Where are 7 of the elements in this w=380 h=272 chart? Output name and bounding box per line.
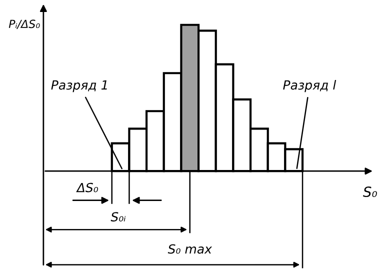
text: Pᵢ/ΔS₀ — [8, 20, 40, 29]
text: S₀ᵢ — [110, 212, 126, 222]
text: Разряд 1 — [51, 80, 107, 92]
text: ΔS₀ — [76, 182, 98, 192]
annotation: Разряд l — [283, 80, 336, 92]
x-axis-title: S₀ — [363, 186, 377, 198]
text: S₀ max — [168, 244, 212, 254]
